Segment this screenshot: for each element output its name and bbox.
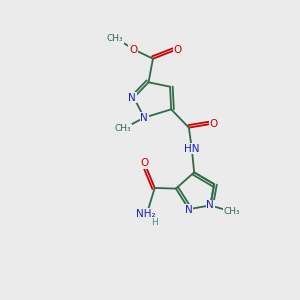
Text: O: O bbox=[129, 45, 137, 55]
Text: NH₂: NH₂ bbox=[136, 209, 156, 219]
Text: O: O bbox=[174, 46, 182, 56]
Text: CH₃: CH₃ bbox=[115, 124, 131, 133]
Text: O: O bbox=[141, 158, 149, 168]
Text: CH₃: CH₃ bbox=[106, 34, 123, 43]
Text: N: N bbox=[206, 200, 214, 210]
Text: N: N bbox=[185, 205, 193, 215]
Text: O: O bbox=[209, 119, 218, 129]
Text: N: N bbox=[128, 93, 136, 103]
Text: H: H bbox=[151, 218, 158, 227]
Text: N: N bbox=[140, 112, 148, 123]
Text: CH₃: CH₃ bbox=[223, 207, 240, 216]
Text: HN: HN bbox=[184, 144, 200, 154]
